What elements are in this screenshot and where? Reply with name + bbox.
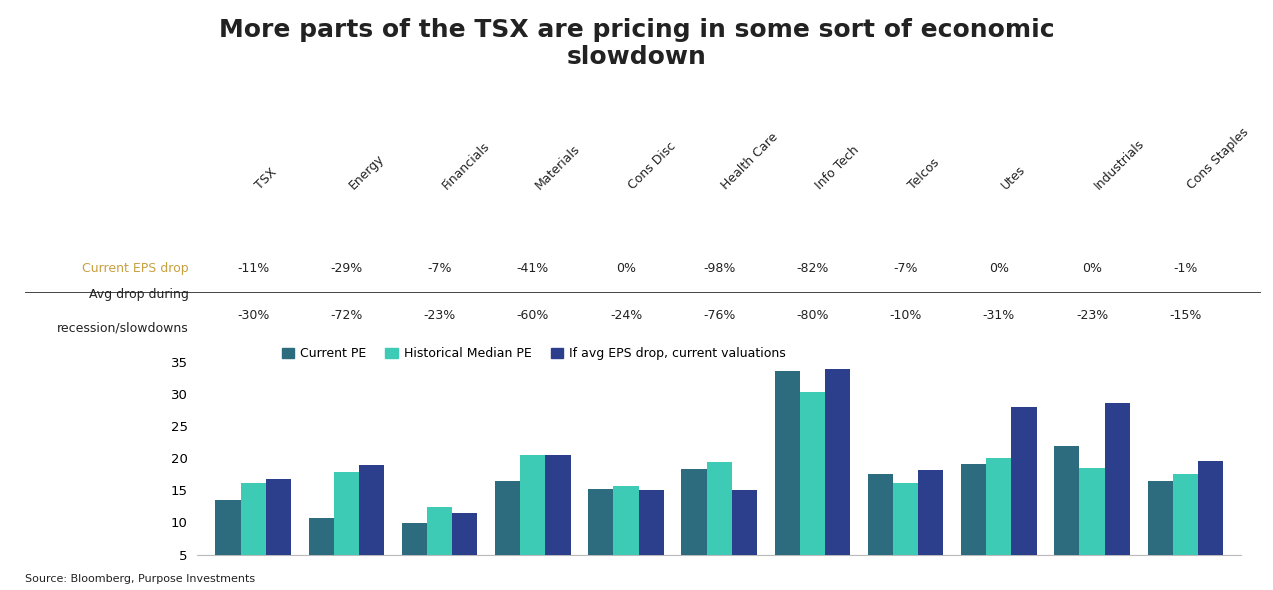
- Bar: [308, 518, 334, 587]
- Bar: [521, 455, 545, 587]
- Text: -23%: -23%: [424, 309, 456, 322]
- Bar: [495, 481, 521, 587]
- Text: Telcos: Telcos: [905, 156, 942, 192]
- Bar: [614, 486, 639, 587]
- Bar: [987, 458, 1012, 587]
- Text: -72%: -72%: [330, 309, 363, 322]
- Text: -30%: -30%: [237, 309, 270, 322]
- Text: -1%: -1%: [1172, 262, 1198, 275]
- Text: -80%: -80%: [796, 309, 829, 322]
- Text: Industrials: Industrials: [1092, 136, 1147, 192]
- Text: 0%: 0%: [989, 262, 1008, 275]
- Bar: [1172, 474, 1198, 587]
- Text: 0%: 0%: [1082, 262, 1102, 275]
- Text: Utes: Utes: [999, 163, 1029, 192]
- Bar: [961, 464, 987, 587]
- Bar: [918, 470, 943, 587]
- Text: 0%: 0%: [616, 262, 636, 275]
- Text: -98%: -98%: [703, 262, 736, 275]
- Bar: [215, 500, 241, 587]
- Bar: [588, 489, 614, 587]
- Bar: [1054, 447, 1080, 587]
- Text: -10%: -10%: [890, 309, 922, 322]
- Text: More parts of the TSX are pricing in some sort of economic
slowdown: More parts of the TSX are pricing in som…: [219, 18, 1054, 70]
- Text: -76%: -76%: [703, 309, 736, 322]
- Text: Financials: Financials: [439, 139, 493, 192]
- Text: Info Tech: Info Tech: [812, 143, 861, 192]
- Bar: [545, 455, 570, 587]
- Bar: [1105, 403, 1130, 587]
- Bar: [402, 523, 426, 587]
- Text: -60%: -60%: [517, 309, 549, 322]
- Bar: [799, 392, 825, 587]
- Text: -41%: -41%: [517, 262, 549, 275]
- Bar: [241, 483, 266, 587]
- Bar: [639, 490, 663, 587]
- Text: Materials: Materials: [533, 142, 583, 192]
- Text: Health Care: Health Care: [719, 130, 780, 192]
- Bar: [452, 513, 477, 587]
- Text: TSX: TSX: [253, 165, 280, 192]
- Text: -11%: -11%: [237, 262, 270, 275]
- Text: Cons Disc: Cons Disc: [626, 139, 679, 192]
- Bar: [825, 369, 850, 587]
- Bar: [1147, 481, 1172, 587]
- Text: -7%: -7%: [894, 262, 918, 275]
- Text: recession/slowdowns: recession/slowdowns: [57, 322, 188, 335]
- Text: -31%: -31%: [983, 309, 1015, 322]
- Legend: Current PE, Historical Median PE, If avg EPS drop, current valuations: Current PE, Historical Median PE, If avg…: [276, 342, 791, 365]
- Bar: [775, 371, 799, 587]
- Bar: [1198, 461, 1223, 587]
- Bar: [868, 474, 894, 587]
- Bar: [894, 483, 918, 587]
- Text: -7%: -7%: [428, 262, 452, 275]
- Text: -24%: -24%: [610, 309, 642, 322]
- Bar: [707, 462, 732, 587]
- Bar: [426, 507, 452, 587]
- Text: -82%: -82%: [796, 262, 829, 275]
- Text: Cons Staples: Cons Staples: [1185, 125, 1251, 192]
- Bar: [1012, 407, 1036, 587]
- Bar: [681, 469, 707, 587]
- Text: Avg drop during: Avg drop during: [89, 288, 188, 301]
- Text: -23%: -23%: [1076, 309, 1109, 322]
- Bar: [266, 478, 292, 587]
- Text: Source: Bloomberg, Purpose Investments: Source: Bloomberg, Purpose Investments: [25, 574, 256, 584]
- Bar: [334, 471, 359, 587]
- Bar: [359, 465, 384, 587]
- Text: Energy: Energy: [346, 152, 387, 192]
- Text: -15%: -15%: [1169, 309, 1202, 322]
- Bar: [732, 490, 757, 587]
- Text: Current EPS drop: Current EPS drop: [81, 262, 188, 275]
- Text: -29%: -29%: [330, 262, 363, 275]
- Bar: [1080, 468, 1105, 587]
